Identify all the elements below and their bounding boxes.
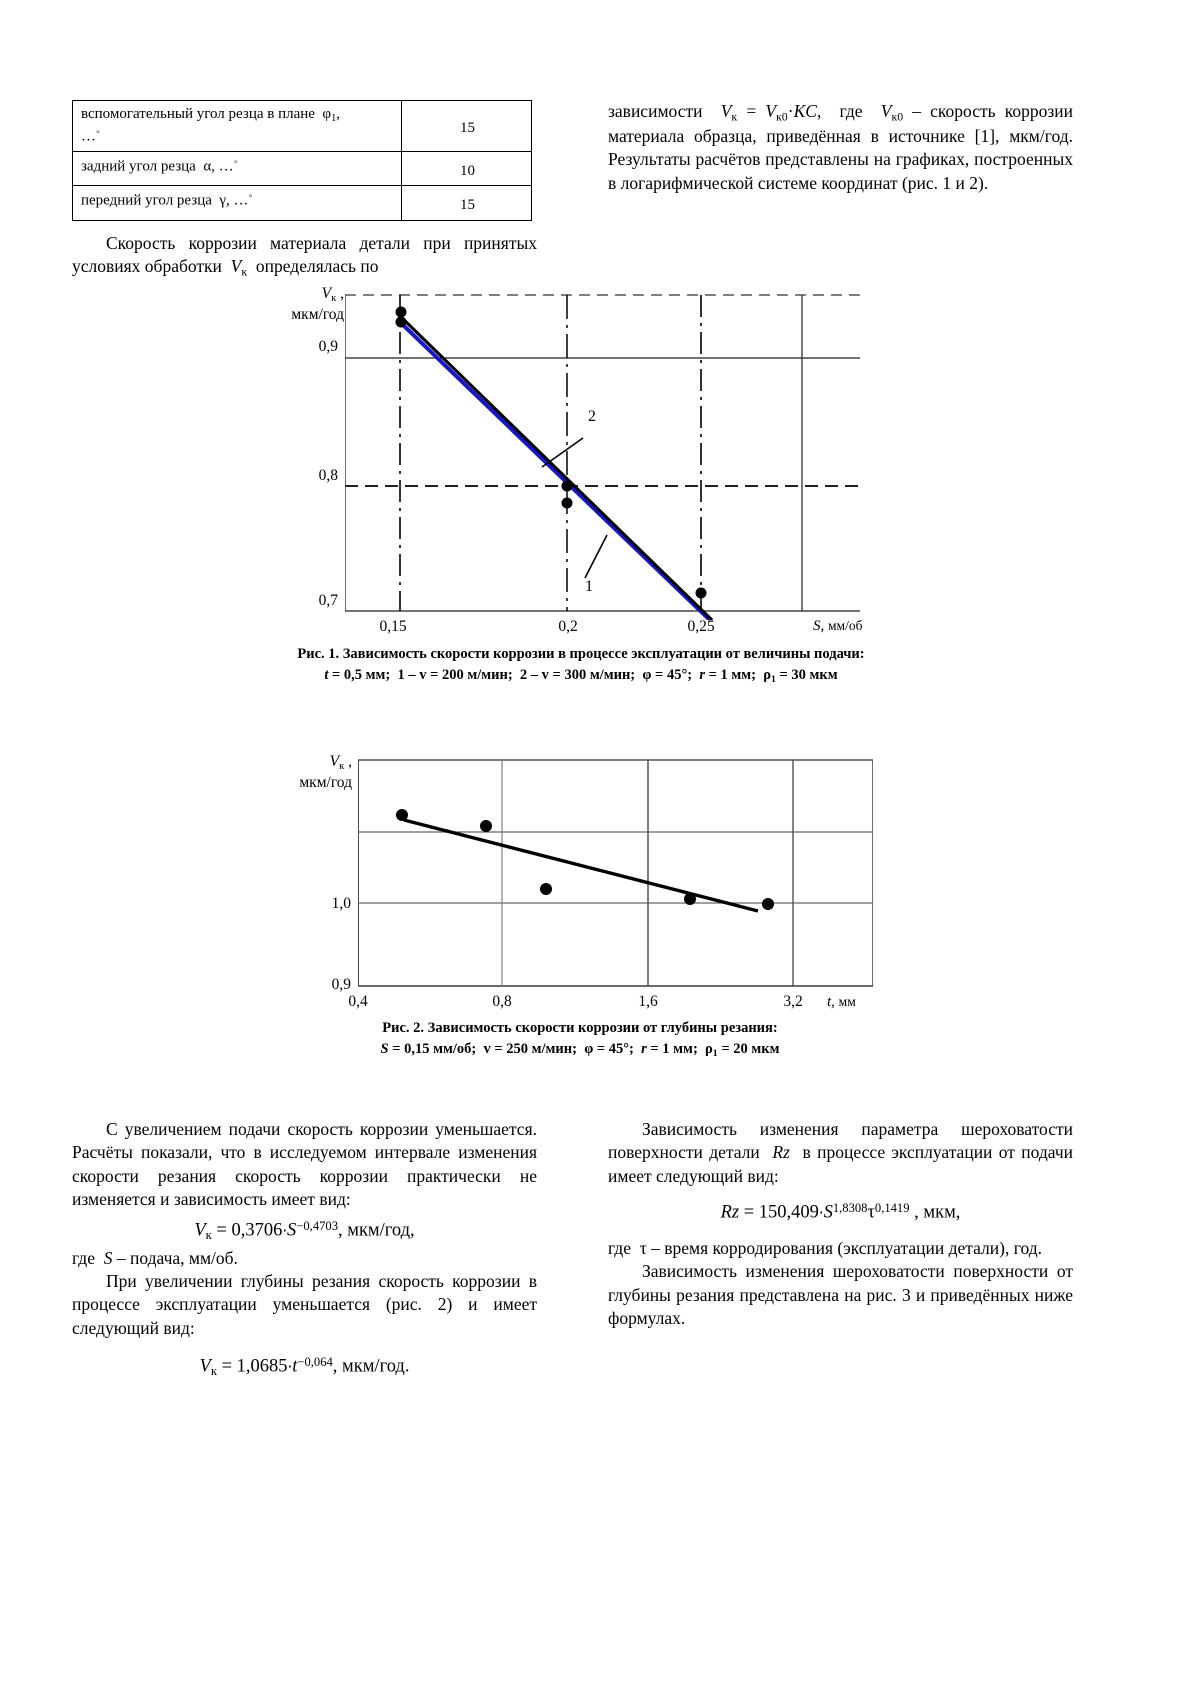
bottom-left-column: С увеличением подачи скорость коррозии у… — [72, 1118, 537, 1383]
fig1-ytick-0_9: 0,9 — [318, 338, 338, 355]
fig2-y-axis-label: Vк , мкм/год — [299, 753, 352, 791]
table-row: вспомогательный угол резца в плане φ1, …◦… — [72, 100, 532, 152]
fig2-caption-line2: S = 0,15 мм/об; v = 250 м/мин; φ = 45°; … — [380, 1041, 780, 1059]
fig1-x-axis-label: S, мм/об — [813, 618, 863, 634]
table-cell-param: задний угол резца α, …◦ — [72, 150, 402, 187]
fig2-x-axis-label: t, мм — [827, 994, 856, 1010]
formula-rz-feed: Rz = 150,409⋅S1,8308τ0,1419 , мкм, — [720, 1200, 961, 1223]
fig2-plot-area — [358, 758, 873, 988]
top-right-column: зависимости Vк = Vк0·KC, где Vк0 – скоро… — [608, 100, 1073, 195]
table-cell-param: вспомогательный угол резца в плане φ1, …◦ — [72, 100, 402, 152]
paragraph: Зависимость изменения шероховатости пове… — [608, 1261, 1073, 1328]
fig1-annotation-2: 2 — [588, 408, 596, 425]
fig2-ytick-1_0: 1,0 — [331, 895, 351, 912]
fig1-xtick-0_15: 0,15 — [379, 618, 407, 635]
fig1-y-axis-label: Vк , мкм/год — [291, 285, 344, 323]
fig2-xtick-3_2: 3,2 — [783, 993, 803, 1010]
fig1-plot-area: 2 1 — [345, 290, 860, 620]
fig2-xtick-0_8: 0,8 — [492, 993, 512, 1010]
fig2-ytick-0_9: 0,9 — [331, 976, 351, 993]
fig1-ytick-0_7: 0,7 — [318, 592, 338, 609]
bottom-right-column: Зависимость изменения параметра шерохова… — [608, 1118, 1073, 1330]
fig1-ytick-0_8: 0,8 — [318, 467, 338, 484]
table-cell-value: 15 — [401, 185, 532, 222]
figure-1: Vк , мкм/год — [250, 280, 910, 710]
fig1-xtick-0_25: 0,25 — [687, 618, 715, 635]
table-cell-param: передний угол резца γ, …◦ — [72, 185, 402, 222]
top-left-column: Скорость коррозии материала детали при п… — [72, 232, 537, 280]
fig1-caption-line2: t = 0,5 мм; 1 – v = 200 м/мин; 2 – v = 3… — [324, 667, 838, 685]
paragraph: С увеличением подачи скорость коррозии у… — [72, 1119, 537, 1209]
table-row: передний угол резца γ, …◦ 15 — [72, 185, 532, 222]
fig1-caption: Рис. 1. Зависимость скорости коррозии в … — [220, 644, 942, 687]
fig2-xtick-1_6: 1,6 — [638, 993, 658, 1010]
table-cell-value: 10 — [401, 150, 532, 187]
fig2-caption: Рис. 2. Зависимость скорости коррозии от… — [250, 1018, 910, 1061]
paragraph: где S – подача, мм/об. — [72, 1247, 238, 1268]
figure-2: Vк , мкм/год — [270, 750, 890, 1059]
table-cell-value: 15 — [401, 100, 532, 152]
fig1-xtick-0_2: 0,2 — [558, 618, 578, 635]
table-row: задний угол резца α, …◦ 10 — [72, 150, 532, 187]
formula-vk-feed: Vк = 0,3706⋅S−0,4703, мкм/год, — [194, 1219, 415, 1243]
formula-vk-depth: Vк = 1,0685⋅t−0,064, мкм/год. — [199, 1355, 410, 1379]
cutter-angles-table: вспомогательный угол резца в плане φ1, …◦… — [72, 100, 532, 222]
fig1-caption-line1: Рис. 1. Зависимость скорости коррозии в … — [297, 646, 865, 662]
paragraph: Скорость коррозии материала детали при п… — [72, 233, 537, 279]
fig1-annotation-1: 1 — [585, 578, 593, 595]
paragraph: зависимости Vк = Vк0·KC, где Vк0 – скоро… — [608, 101, 1073, 193]
fig2-xtick-0_4: 0,4 — [348, 993, 368, 1010]
paragraph: где τ – время корродирования (эксплуатац… — [608, 1238, 1042, 1259]
paragraph: При увеличении глубины резания скорость … — [72, 1271, 537, 1338]
fig2-caption-line1: Рис. 2. Зависимость скорости коррозии от… — [382, 1020, 778, 1036]
paragraph: Зависимость изменения параметра шерохова… — [608, 1119, 1073, 1186]
